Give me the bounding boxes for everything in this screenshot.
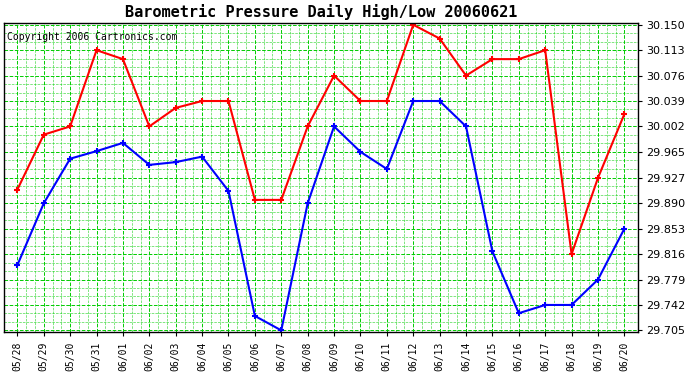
Title: Barometric Pressure Daily High/Low 20060621: Barometric Pressure Daily High/Low 20060… xyxy=(125,4,517,20)
Text: Copyright 2006 Cartronics.com: Copyright 2006 Cartronics.com xyxy=(8,32,178,42)
